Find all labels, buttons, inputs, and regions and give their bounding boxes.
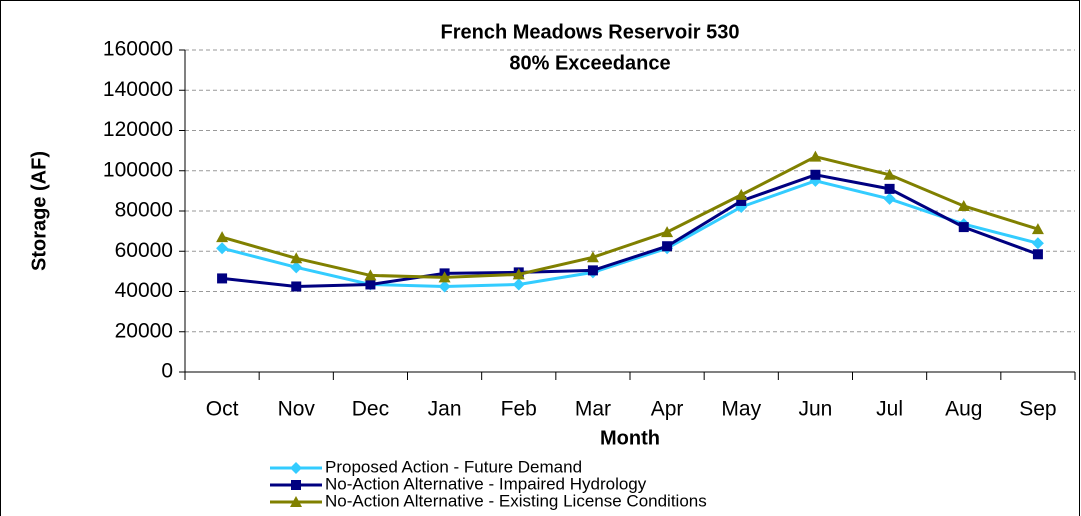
data-point — [1031, 237, 1044, 250]
data-point — [662, 241, 673, 252]
data-point — [587, 265, 598, 276]
y-tick-label: 60000 — [115, 239, 173, 262]
x-tick-label: Oct — [206, 398, 239, 421]
y-tick-label: 140000 — [103, 78, 173, 101]
data-point — [958, 222, 969, 233]
data-point — [1031, 223, 1044, 235]
data-point — [438, 271, 451, 283]
data-point — [1032, 249, 1043, 260]
data-point — [438, 280, 451, 293]
data-point — [290, 261, 303, 274]
legend-marker — [290, 462, 302, 474]
data-point — [810, 169, 821, 180]
y-axis-label: Storage (AF) — [28, 151, 50, 271]
data-point — [809, 150, 822, 162]
chart-subtitle: 80% Exceedance — [509, 52, 670, 74]
series-line — [221, 173, 1039, 288]
data-point — [736, 195, 747, 206]
data-point — [957, 199, 970, 211]
data-point — [216, 242, 229, 255]
y-tick-label: 100000 — [103, 158, 173, 181]
x-tick-label: Apr — [651, 398, 684, 421]
legend-marker — [290, 496, 302, 507]
x-tick-label: Jan — [428, 398, 462, 421]
data-point — [883, 192, 896, 205]
x-tick-label: Nov — [278, 398, 316, 421]
x-tick-label: Jun — [798, 398, 832, 421]
x-tick-label: May — [721, 398, 761, 421]
y-tick-label: 20000 — [115, 319, 173, 342]
y-tick-label: 160000 — [103, 38, 173, 61]
data-point — [364, 269, 377, 281]
data-point — [290, 252, 303, 264]
data-point — [661, 226, 674, 238]
x-axis-label: Month — [600, 427, 660, 449]
x-tick-label: Feb — [501, 398, 537, 421]
x-tick-label: Jul — [876, 398, 903, 421]
data-point — [884, 183, 895, 194]
x-tick-label: Dec — [352, 398, 389, 421]
series-line — [221, 155, 1039, 279]
legend-label: No-Action Alternative - Existing License… — [325, 491, 707, 510]
data-point — [365, 279, 376, 290]
chart-title: French Meadows Reservoir 530 — [440, 21, 739, 43]
x-tick-label: Sep — [1019, 398, 1056, 421]
data-point — [735, 188, 748, 200]
y-tick-label: 40000 — [115, 279, 173, 302]
data-point — [883, 168, 896, 180]
series-line — [221, 179, 1039, 288]
data-point — [291, 281, 302, 292]
data-point — [217, 273, 228, 284]
data-point — [586, 251, 599, 263]
y-tick-label: 120000 — [103, 118, 173, 141]
x-tick-label: Aug — [945, 398, 982, 421]
data-point — [512, 268, 525, 280]
data-point — [216, 231, 229, 243]
y-tick-label: 80000 — [115, 199, 173, 222]
legend-label: Proposed Action - Future Demand — [325, 457, 582, 476]
legend-marker — [291, 480, 301, 490]
data-point — [512, 278, 525, 291]
x-tick-label: Mar — [575, 398, 611, 421]
y-tick-label: 0 — [161, 360, 173, 383]
legend-label: No-Action Alternative - Impaired Hydrolo… — [325, 474, 647, 493]
